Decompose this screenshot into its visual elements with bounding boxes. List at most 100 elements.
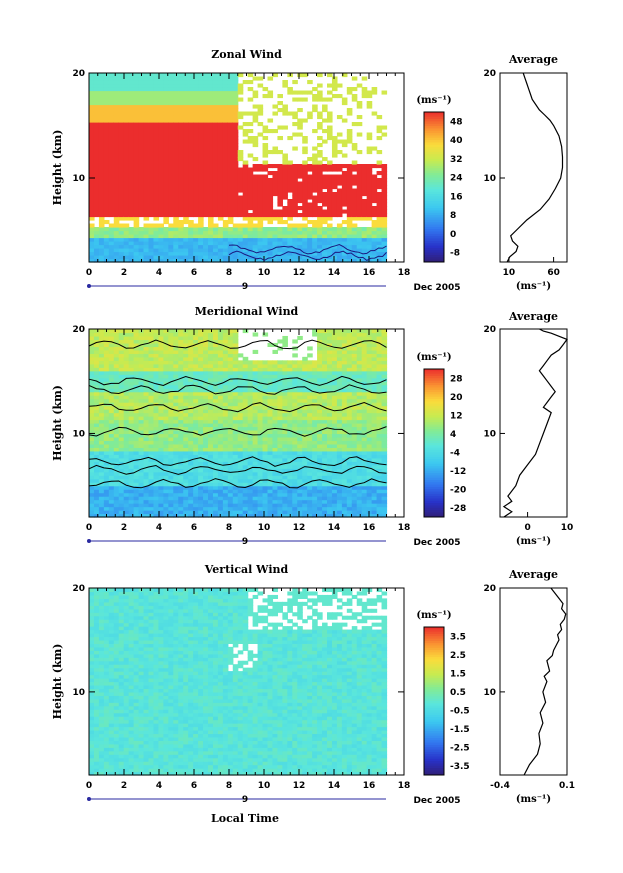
heatmap-cell (188, 206, 194, 211)
heatmap-cell (297, 461, 303, 466)
heatmap-cell (312, 199, 318, 204)
heatmap-cell (277, 419, 283, 424)
heatmap-cell (148, 104, 155, 109)
heatmap-cell (212, 199, 219, 204)
heatmap-cell (366, 227, 373, 232)
heatmap-cell (108, 513, 115, 518)
heatmap-cell (158, 419, 164, 424)
heatmap-cell (178, 209, 184, 214)
heatmap-cell (247, 167, 254, 172)
heatmap-cell (158, 199, 164, 204)
heatmap-cell (346, 192, 353, 197)
heatmap-cell (178, 185, 184, 190)
heatmap-cell (158, 146, 164, 151)
colorbar-swatch (424, 201, 444, 204)
heatmap-cell (138, 356, 145, 361)
heatmap-cell (123, 87, 130, 92)
heatmap-cell (262, 450, 269, 455)
heatmap-cell (247, 381, 254, 386)
heatmap-cell (158, 160, 164, 165)
heatmap-cell (183, 349, 189, 354)
heatmap-cell (89, 510, 95, 515)
heatmap-cell (183, 234, 189, 239)
heatmap-cell (188, 339, 194, 344)
heatmap-cell (297, 402, 303, 407)
heatmap-cell (173, 374, 179, 379)
heatmap-cell (217, 111, 224, 116)
heatmap-cell (346, 206, 353, 211)
heatmap-cell (232, 90, 239, 95)
heatmap-cell (297, 234, 303, 239)
heatmap-cell (252, 255, 259, 260)
heatmap-cell (302, 241, 308, 246)
heatmap-cell (257, 216, 264, 221)
heatmap-cell (183, 342, 189, 348)
heatmap-cell (93, 426, 100, 431)
heatmap-cell (232, 332, 239, 337)
heatmap-cell (287, 419, 293, 424)
heatmap-cell (193, 391, 199, 396)
heatmap-cell (247, 513, 254, 518)
heatmap-cell (143, 122, 150, 127)
heatmap-cell (113, 248, 120, 253)
heatmap-cell (198, 374, 204, 379)
heatmap-cell (277, 216, 283, 221)
heatmap-cell (198, 506, 204, 511)
heatmap-cell (262, 492, 269, 497)
heatmap-cell (222, 188, 229, 193)
heatmap-cell (118, 146, 125, 151)
heatmap-cell (302, 248, 308, 253)
heatmap-cell (351, 209, 358, 214)
x-tick-label: 8 (226, 268, 232, 278)
heatmap-cell (148, 188, 155, 193)
heatmap-cell (203, 244, 209, 249)
heatmap-cell (133, 464, 140, 469)
heatmap-cell (173, 83, 179, 88)
heatmap-cell (173, 510, 179, 515)
heatmap-cell (163, 388, 169, 393)
heatmap-cell (178, 450, 184, 455)
heatmap-cell (212, 164, 219, 169)
heatmap-cell (237, 230, 244, 235)
heatmap-cell (133, 478, 140, 483)
heatmap-cell (133, 241, 140, 246)
heatmap-cell (282, 209, 288, 214)
heatmap-cell (222, 97, 229, 102)
heatmap-cell (262, 471, 269, 476)
heatmap-cell (143, 339, 150, 344)
heatmap-cell (366, 248, 373, 253)
heatmap-cell (272, 492, 279, 497)
heatmap-cell (297, 492, 303, 497)
heatmap-cell (242, 209, 249, 214)
heatmap-cell (247, 87, 254, 92)
heatmap-cell (198, 237, 204, 242)
heatmap-cell (198, 454, 204, 459)
heatmap-cell (198, 108, 204, 113)
heatmap-cell (327, 195, 333, 200)
heatmap-cell (217, 143, 224, 148)
heatmap-cell (356, 192, 363, 197)
heatmap-cell (222, 329, 229, 334)
heatmap-cell (222, 132, 229, 137)
heatmap-cell (193, 108, 199, 113)
heatmap-cell (108, 356, 115, 361)
heatmap-cell (371, 213, 378, 218)
heatmap-cell (322, 167, 328, 172)
heatmap-cell (128, 153, 135, 158)
heatmap-cell (173, 150, 179, 155)
heatmap-cell (153, 199, 160, 204)
heatmap-cell (351, 160, 358, 165)
heatmap-cell (188, 202, 194, 207)
heatmap-cell (257, 255, 264, 260)
heatmap-cell (262, 209, 269, 214)
heatmap-cell (222, 90, 229, 95)
heatmap-cell (98, 111, 105, 116)
heatmap-cell (183, 436, 189, 442)
heatmap-cell (302, 178, 308, 183)
heatmap-cell (287, 160, 293, 165)
heatmap-cell (163, 402, 169, 407)
heatmap-cell (198, 478, 204, 483)
x-tick-label: 4 (156, 268, 162, 278)
heatmap-cell (173, 80, 179, 85)
heatmap-cell (272, 433, 279, 438)
